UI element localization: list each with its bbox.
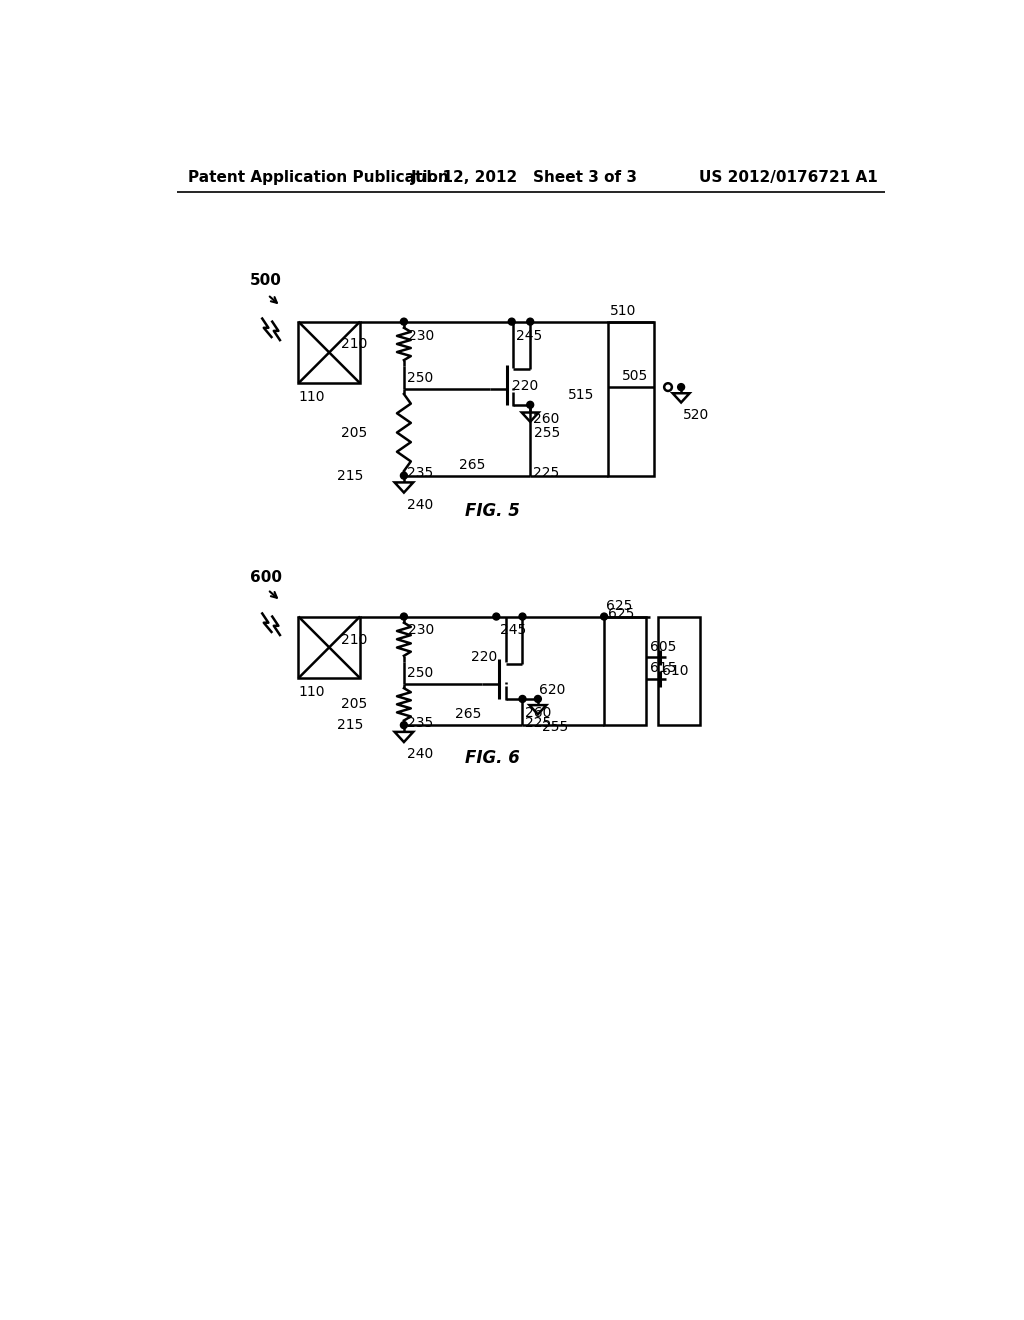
Text: 625: 625 — [606, 599, 633, 612]
Text: 515: 515 — [568, 388, 594, 401]
Circle shape — [526, 401, 534, 408]
Circle shape — [400, 318, 408, 325]
Text: 225: 225 — [524, 715, 551, 730]
Text: 620: 620 — [540, 682, 566, 697]
Text: 210: 210 — [341, 337, 367, 351]
Text: 225: 225 — [532, 466, 559, 480]
Circle shape — [519, 696, 526, 702]
Text: 265: 265 — [460, 458, 485, 471]
Text: 255: 255 — [535, 425, 560, 440]
Text: 235: 235 — [407, 466, 433, 480]
Bar — [604, 616, 646, 725]
Text: 265: 265 — [456, 708, 482, 721]
Text: 520: 520 — [683, 408, 710, 422]
Circle shape — [526, 318, 534, 325]
Bar — [608, 322, 654, 475]
Text: 215: 215 — [338, 718, 364, 733]
Circle shape — [508, 318, 515, 325]
Text: 610: 610 — [662, 664, 688, 678]
Text: 250: 250 — [407, 371, 433, 385]
Text: 230: 230 — [408, 623, 434, 638]
Text: 210: 210 — [341, 632, 367, 647]
Circle shape — [400, 722, 408, 729]
Circle shape — [678, 384, 685, 391]
Bar — [298, 322, 360, 383]
Text: FIG. 5: FIG. 5 — [465, 503, 520, 520]
Text: FIG. 6: FIG. 6 — [465, 748, 520, 767]
Text: 260: 260 — [524, 706, 551, 719]
Text: 510: 510 — [610, 304, 637, 318]
Text: 240: 240 — [407, 498, 433, 512]
Text: 260: 260 — [532, 412, 559, 425]
Circle shape — [493, 612, 500, 620]
Circle shape — [665, 383, 672, 391]
Text: 500: 500 — [250, 273, 282, 289]
Text: 205: 205 — [341, 697, 367, 711]
Text: 605: 605 — [650, 640, 677, 653]
Text: 205: 205 — [341, 425, 367, 440]
Circle shape — [519, 612, 526, 620]
Text: US 2012/0176721 A1: US 2012/0176721 A1 — [698, 170, 878, 185]
Circle shape — [400, 612, 408, 620]
Text: 625: 625 — [608, 607, 634, 622]
Circle shape — [535, 696, 542, 702]
Bar — [298, 616, 360, 678]
Text: 230: 230 — [408, 329, 434, 342]
Circle shape — [601, 612, 607, 620]
Text: 215: 215 — [338, 469, 364, 483]
Text: Patent Application Publication: Patent Application Publication — [188, 170, 450, 185]
Text: 220: 220 — [512, 379, 538, 392]
Text: 245: 245 — [515, 329, 542, 342]
Text: 110: 110 — [298, 685, 325, 700]
Text: 250: 250 — [407, 665, 433, 680]
Text: 240: 240 — [407, 747, 433, 762]
Text: 220: 220 — [471, 651, 497, 664]
Text: 235: 235 — [407, 715, 433, 730]
Text: 600: 600 — [250, 570, 282, 585]
Bar — [658, 616, 700, 725]
Text: 505: 505 — [622, 370, 648, 383]
Text: 255: 255 — [542, 719, 568, 734]
Circle shape — [400, 473, 408, 479]
Text: 110: 110 — [298, 391, 325, 404]
Text: 245: 245 — [500, 623, 526, 638]
Text: Jul. 12, 2012   Sheet 3 of 3: Jul. 12, 2012 Sheet 3 of 3 — [412, 170, 638, 185]
Text: 615: 615 — [650, 661, 677, 675]
